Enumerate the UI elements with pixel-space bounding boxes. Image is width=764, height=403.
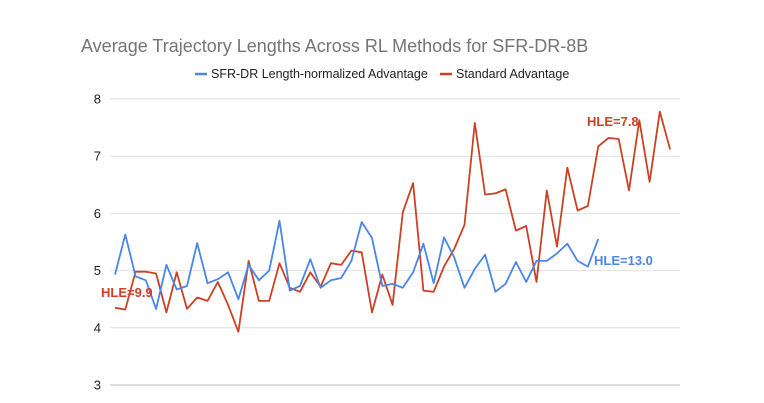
y-tick-label: 8 xyxy=(94,92,101,107)
annotation-label: HLE=13.0 xyxy=(594,253,653,268)
y-axis-ticks: 3 4 5 6 7 8 xyxy=(94,92,101,393)
y-tick-label: 6 xyxy=(94,206,101,221)
chart-title: Average Trajectory Lengths Across RL Met… xyxy=(81,36,588,56)
grid xyxy=(110,98,680,386)
series-lines xyxy=(114,110,671,333)
y-tick-label: 5 xyxy=(94,263,101,278)
legend-label-series-2: Standard Advantage xyxy=(456,67,569,81)
annotations: HLE=9.9 HLE=7.8 HLE=13.0 xyxy=(101,114,653,300)
series-line-2 xyxy=(114,110,671,333)
series-line-1 xyxy=(114,219,600,310)
y-tick-label: 7 xyxy=(94,149,101,164)
y-tick-label: 3 xyxy=(94,378,101,393)
legend-label-series-1: SFR-DR Length-normalized Advantage xyxy=(211,67,428,81)
legend: SFR-DR Length-normalized Advantage Stand… xyxy=(195,67,569,81)
y-tick-label: 4 xyxy=(94,320,101,335)
annotation-label: HLE=7.8 xyxy=(587,114,639,129)
annotation-label: HLE=9.9 xyxy=(101,285,153,300)
